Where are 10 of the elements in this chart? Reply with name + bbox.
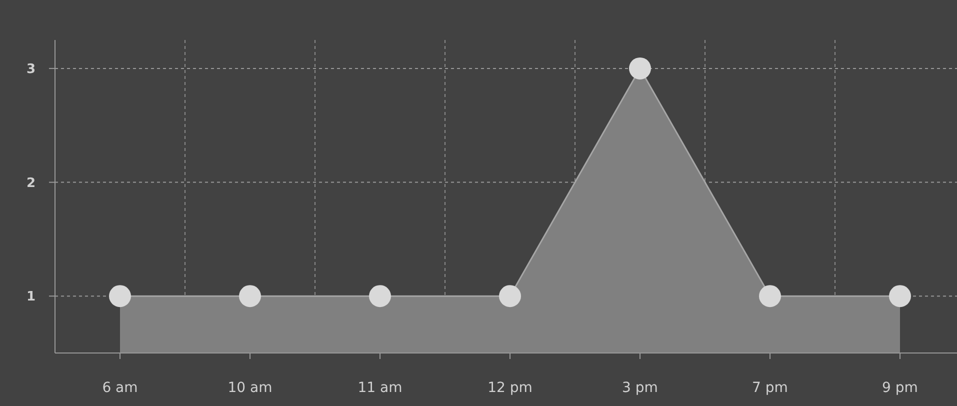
x-tick-label: 10 am bbox=[228, 380, 272, 396]
x-tick-label: 6 am bbox=[102, 380, 138, 396]
x-tick-label: 7 pm bbox=[752, 380, 788, 396]
x-tick-label: 9 pm bbox=[882, 380, 918, 396]
y-tick-label: 2 bbox=[26, 176, 36, 191]
y-tick-label: 3 bbox=[26, 62, 36, 78]
x-tick-label: 11 am bbox=[358, 380, 402, 396]
y-tick-label: 1 bbox=[26, 290, 36, 305]
x-tick-label: 3 pm bbox=[622, 380, 658, 396]
x-tick-label: 12 pm bbox=[488, 380, 532, 396]
